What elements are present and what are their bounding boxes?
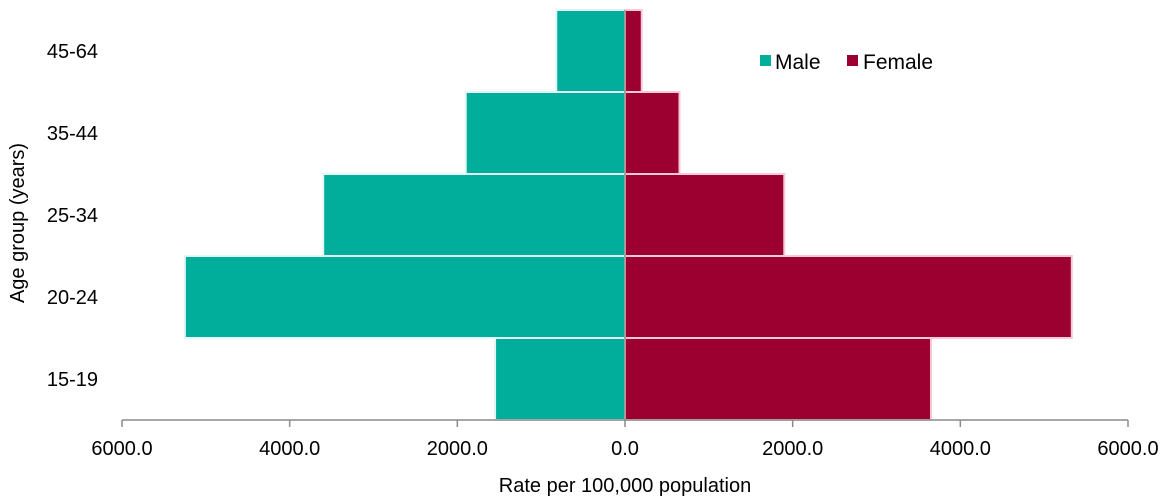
y-tick-label: 25-34 [47, 205, 98, 227]
x-tick-label: 6000.0 [91, 438, 152, 460]
y-tick-label: 20-24 [47, 287, 98, 309]
x-axis: 6000.0 4000.0 2000.0 0.0 2000.0 4000.0 6000.0 [91, 10, 1159, 460]
y-tick-label: 45-64 [47, 41, 98, 63]
x-tick-label: 4000.0 [930, 438, 991, 460]
y-axis: 15-19 20-24 25-34 35-44 45-64 [47, 41, 98, 391]
legend-swatch-female [847, 55, 858, 66]
y-axis-title: Age group (years) [7, 143, 29, 303]
bar-male-20-24 [183, 255, 626, 339]
bar-female-35-44 [624, 91, 681, 175]
bars-layer [183, 9, 1073, 421]
bar-male-15-19 [494, 337, 626, 421]
bar-male-45-64 [555, 9, 626, 93]
legend: Male Female [760, 51, 933, 74]
x-tick-label: 2000.0 [762, 438, 823, 460]
bar-female-45-64 [624, 9, 643, 93]
legend-label-male: Male [775, 51, 821, 74]
legend-label-female: Female [863, 51, 933, 74]
bar-male-25-34 [322, 173, 626, 257]
y-tick-label: 35-44 [47, 123, 98, 145]
x-tick-label: 0.0 [611, 438, 639, 460]
bar-female-20-24 [624, 255, 1073, 339]
x-tick-label: 4000.0 [259, 438, 320, 460]
legend-swatch-male [760, 55, 771, 66]
x-tick-label: 6000.0 [1097, 438, 1158, 460]
y-tick-label: 15-19 [47, 369, 98, 391]
bar-male-35-44 [464, 91, 627, 175]
bar-female-25-34 [624, 173, 786, 257]
bar-female-15-19 [624, 337, 932, 421]
x-tick-label: 2000.0 [427, 438, 488, 460]
x-axis-title: Rate per 100,000 population [499, 475, 751, 497]
